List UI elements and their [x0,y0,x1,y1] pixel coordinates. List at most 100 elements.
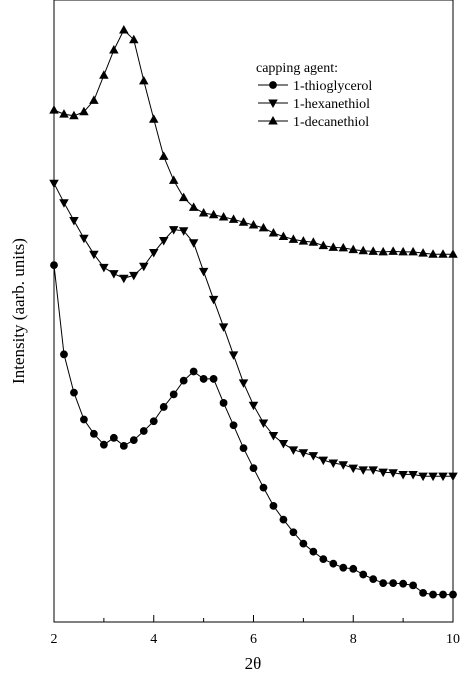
data-point-triangle-up [218,212,229,221]
data-point-circle [70,388,78,397]
data-point-triangle-down [348,464,358,474]
data-point-triangle-up [268,116,278,125]
data-point-triangle-down [238,379,249,388]
legend-item: 1-decanethiol [258,115,369,130]
data-point-triangle-up [308,237,319,246]
data-point-triangle-down [89,250,99,260]
data-point-circle [449,590,457,599]
plot-frame [53,0,454,623]
data-point-triangle-up [348,244,358,254]
data-point-circle [239,444,248,453]
data-point-triangle-down [298,449,309,458]
data-point-triangle-down [258,419,269,428]
data-point-triangle-up [438,249,448,258]
data-point-circle [409,581,417,590]
data-point-triangle-down [188,239,199,248]
data-point-triangle-up [228,214,239,223]
data-point-triangle-down [388,469,398,478]
series-1-hexanethiol [49,179,458,482]
data-point-triangle-up [178,192,189,202]
data-point-triangle-down [129,271,139,281]
data-point-circle [189,367,198,376]
x-axis-tick-labels: 2 4 6 8 10 [51,632,461,647]
data-point-triangle-up [268,228,279,237]
data-point-circle [80,415,88,424]
data-point-triangle-down [109,270,119,279]
data-point-triangle-down [438,472,448,482]
data-point-circle [90,429,98,438]
data-point-circle [399,579,408,588]
data-point-triangle-up [168,175,179,184]
data-point-triangle-up [208,209,219,219]
data-point-circle [229,421,238,430]
data-point-triangle-up [318,240,329,250]
data-point-circle [439,590,447,599]
data-point-triangle-down [49,179,59,189]
data-point-triangle-up [188,202,199,211]
data-point-triangle-up [89,95,99,104]
data-point-circle [269,81,277,89]
data-point-triangle-down [418,472,428,482]
data-point-circle [179,376,188,385]
data-point-triangle-up [398,246,408,256]
data-point-triangle-down [59,199,69,208]
data-point-triangle-up [198,208,209,217]
x-axis-label: 2θ [245,654,262,673]
data-point-circle [99,440,108,449]
data-point-circle [329,559,338,568]
data-point-triangle-up [69,110,79,120]
data-point-circle [129,436,138,445]
data-point-triangle-up [129,34,139,44]
data-point-circle [149,417,158,426]
data-point-triangle-up [59,109,69,118]
data-point-triangle-up [288,234,299,243]
data-point-triangle-down [428,472,438,482]
data-point-triangle-down [308,452,319,461]
data-point-circle [219,399,228,407]
data-point-triangle-down [268,99,278,108]
y-axis-label: Intensity (aarb. units) [9,238,28,384]
data-point-circle [429,590,437,599]
x-tick-label: 6 [250,632,257,647]
data-point-circle [309,547,318,556]
data-point-triangle-down [448,472,458,482]
legend-item: 1-hexanethiol [258,97,370,112]
data-point-triangle-down [218,323,229,332]
data-point-triangle-up [338,242,349,252]
data-point-triangle-up [149,114,159,123]
legend-label: 1-thioglycerol [293,79,372,94]
data-point-triangle-up [109,45,119,54]
data-point-triangle-up [278,231,289,240]
legend-label: 1-hexanethiol [293,97,370,112]
x-tick-label: 10 [446,632,460,647]
data-point-triangle-up [49,105,59,114]
data-point-triangle-up [408,246,418,256]
data-point-triangle-down [149,249,159,258]
data-point-triangle-up [139,75,149,85]
legend-title: capping agent: [256,61,338,76]
data-point-circle [139,427,148,435]
legend-item: 1-thioglycerol [258,79,372,94]
data-point-circle [369,575,378,584]
data-point-triangle-down [248,401,259,411]
data-point-triangle-down [278,440,289,449]
series-1-decanethiol [49,25,458,258]
data-point-triangle-down [338,461,349,470]
data-point-circle [209,375,218,383]
data-point-triangle-down [408,470,418,480]
data-point-triangle-down [168,226,179,235]
data-point-triangle-down [69,216,79,226]
data-point-triangle-down [79,234,89,244]
data-point-triangle-down [268,432,279,441]
data-point-triangle-up [448,249,458,258]
data-point-triangle-down [178,227,189,236]
data-point-circle [159,403,168,411]
data-point-triangle-up [119,25,129,34]
data-point-triangle-down [358,466,368,475]
data-point-circle [199,375,208,383]
data-point-triangle-up [238,217,249,226]
data-point-triangle-up [99,70,109,79]
data-point-triangle-down [99,263,109,273]
data-point-triangle-down [119,274,129,284]
